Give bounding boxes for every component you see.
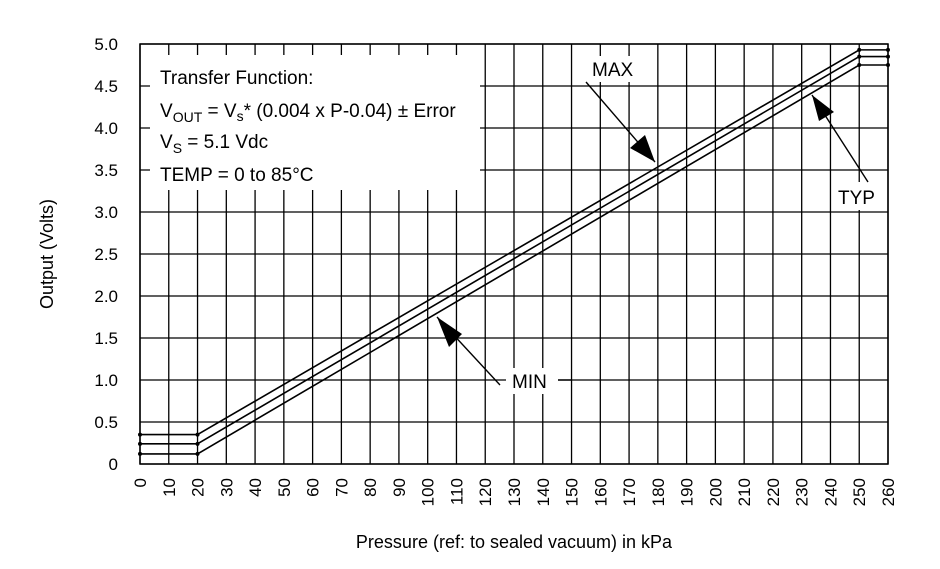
- x-tick-label: 30: [217, 478, 236, 497]
- x-tick-label: 90: [390, 478, 409, 497]
- data-point-min: [857, 63, 862, 67]
- x-tick-label: 260: [879, 478, 898, 506]
- typ-label: TYP: [838, 188, 875, 209]
- x-tick-label: 170: [620, 478, 639, 506]
- y-axis-label: Output (Volts): [37, 199, 57, 309]
- y-tick-label: 1.0: [94, 371, 118, 390]
- x-tick-label: 240: [821, 478, 840, 506]
- y-tick-label: 0: [109, 455, 118, 474]
- y-tick-label: 1.5: [94, 329, 118, 348]
- series-line-typ: [140, 55, 888, 445]
- annotation-title: Transfer Function:: [160, 68, 313, 89]
- x-tick-label: 180: [649, 478, 668, 506]
- typ-arrowhead: [812, 95, 834, 121]
- x-tick-label: 200: [706, 478, 725, 506]
- x-tick-label: 160: [591, 478, 610, 506]
- min-label: MIN: [512, 372, 547, 393]
- y-tick-label: 3.5: [94, 161, 118, 180]
- x-axis-ticks: 0 10 20 30 40 50 60 70 80 90 100 110 120 130 140 150 160…: [131, 478, 898, 506]
- x-tick-label: 70: [332, 478, 351, 497]
- data-point-max: [857, 47, 862, 52]
- max-arrowhead: [630, 135, 655, 162]
- x-tick-label: 110: [447, 478, 466, 505]
- annotation-box: [150, 55, 480, 190]
- x-tick-label: 60: [304, 478, 323, 497]
- x-tick-label: 230: [793, 478, 812, 506]
- y-tick-label: 2.5: [94, 245, 118, 264]
- y-tick-label: 0.5: [94, 413, 118, 432]
- data-point-typ: [195, 441, 200, 446]
- y-tick-label: 4.5: [94, 77, 118, 96]
- series-line-max: [140, 49, 888, 436]
- data-point-max: [195, 432, 200, 437]
- x-tick-label: 20: [189, 478, 208, 497]
- min-label-bg: [506, 368, 558, 394]
- y-tick-label: 2.0: [94, 287, 118, 306]
- x-tick-label: 10: [160, 478, 179, 497]
- annotation-supply: VS = 5.1 Vdc: [160, 132, 268, 156]
- x-tick-label: 120: [476, 478, 495, 506]
- x-tick-label: 250: [850, 478, 869, 506]
- x-tick-label: 80: [361, 478, 380, 497]
- x-tick-label: 190: [678, 478, 697, 506]
- x-tick-label: 220: [764, 478, 783, 506]
- data-point-typ: [857, 54, 862, 59]
- x-tick-label: 140: [534, 478, 553, 506]
- data-point-min: [195, 451, 200, 456]
- annotation-temp: TEMP = 0 to 85°C: [160, 165, 314, 186]
- y-tick-label: 4.0: [94, 119, 118, 138]
- min-arrowhead: [437, 317, 462, 347]
- max-label: MAX: [592, 60, 634, 81]
- x-tick-label: 210: [735, 478, 754, 506]
- x-tick-label: 50: [275, 478, 294, 497]
- y-axis-ticks: 0 0.5 1.0 1.5 2.0 2.5 3.0 3.5 4.0 4.5 5.0: [94, 35, 118, 474]
- y-tick-label: 3.0: [94, 203, 118, 222]
- annotation-equation: VOUT = Vs* (0.004 x P-0.04) ± Error: [160, 101, 456, 125]
- x-tick-label: 40: [246, 478, 265, 497]
- plot-frame: [139, 43, 889, 465]
- x-tick-label: 0: [131, 478, 150, 487]
- x-tick-label: 100: [419, 478, 438, 506]
- y-tick-label: 5.0: [94, 35, 118, 54]
- max-label-bg: [588, 56, 640, 82]
- series-lines: [138, 47, 890, 456]
- x-tick-label: 130: [505, 478, 524, 506]
- series-line-min: [140, 64, 888, 455]
- typ-label-bg: [833, 182, 881, 210]
- x-axis-label: Pressure (ref: to sealed vacuum) in kPa: [356, 532, 673, 552]
- x-tick-label: 150: [563, 478, 582, 506]
